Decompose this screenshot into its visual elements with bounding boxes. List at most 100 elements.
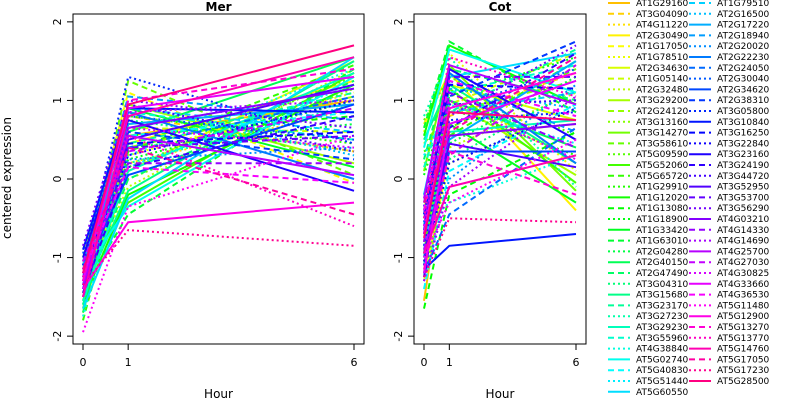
series-line-at5g17230 <box>82 229 355 286</box>
legend-label: AT3G29230 <box>636 323 689 333</box>
legend-item: AT2G22230 <box>689 53 770 63</box>
y-tick-label: 2 <box>51 18 64 25</box>
legend-item: AT3G23160 <box>689 150 770 160</box>
series-line-at4g27030 <box>82 107 355 262</box>
series-line-at4g30825 <box>82 126 355 298</box>
legend-item: AT1G18900 <box>608 215 689 225</box>
legend-item: AT2G20020 <box>689 42 770 52</box>
legend-label: AT2G38310 <box>717 96 770 106</box>
legend-label: AT2G18940 <box>717 31 770 41</box>
series-line-at3g53700 <box>82 134 355 298</box>
legend-item: AT1G33420 <box>608 226 689 236</box>
legend-item: AT5G51440 <box>608 377 689 387</box>
series-line-at5g13770 <box>82 134 355 278</box>
legend-item: AT2G34620 <box>689 85 770 95</box>
series-line-at5g40830 <box>423 103 577 290</box>
legend-item: AT5G17230 <box>689 366 770 376</box>
series-line-at5g17230 <box>423 217 577 278</box>
legend-label: AT5G17050 <box>717 355 770 365</box>
series-line-at3g29230 <box>82 71 355 302</box>
legend-item: AT2G17220 <box>689 21 770 31</box>
series-line-at1g13080 <box>423 131 577 309</box>
legend-item: AT3G15680 <box>608 291 689 301</box>
series-line-at2g18940 <box>82 95 355 262</box>
legend-item: AT3G58610 <box>608 139 689 149</box>
legend-item: AT1G29160 <box>608 0 689 9</box>
legend-label: AT5G52060 <box>636 161 689 171</box>
legend-item: AT2G47490 <box>608 269 689 279</box>
series-line-at4g30825 <box>423 98 577 227</box>
legend-item: AT4G25700 <box>689 247 770 257</box>
legend-label: AT3G22840 <box>717 139 770 149</box>
legend-item: AT3G29230 <box>608 323 689 333</box>
legend-item: AT4G11220 <box>608 21 689 31</box>
legend-item: AT5G11480 <box>689 301 770 311</box>
legend-label: AT1G17050 <box>636 42 689 52</box>
legend-item: AT4G03210 <box>689 215 770 225</box>
legend-label: AT3G56290 <box>717 204 770 214</box>
legend-item: AT4G30825 <box>689 269 769 279</box>
legend-item: AT5G52060 <box>608 161 689 171</box>
legend-label: AT3G23170 <box>636 301 689 311</box>
legend-label: AT3G04310 <box>636 280 689 290</box>
panel-cot: Cot -2 -1 0 1 2 0 1 6 Hour <box>392 0 587 400</box>
series-line-at2g32480 <box>423 91 577 165</box>
panel-title: Cot <box>489 0 512 14</box>
legend-item: AT1G79510 <box>689 0 770 9</box>
legend-label: AT3G24190 <box>717 161 770 171</box>
legend-label: AT5G11480 <box>717 301 770 311</box>
legend-label: AT4G25700 <box>717 247 770 257</box>
legend-item: AT3G56290 <box>689 204 770 214</box>
series-line-at5g13770 <box>423 55 577 219</box>
legend-label: AT3G13160 <box>636 118 689 128</box>
series-line-at5g17050 <box>82 146 355 270</box>
series-lines <box>82 44 355 333</box>
series-line-at5g14760 <box>423 154 577 254</box>
legend-item: AT5G60550 <box>608 388 689 398</box>
legend-item: AT1G78510 <box>608 53 689 63</box>
legend-item: AT5G65720 <box>608 172 689 182</box>
legend-label: AT3G58610 <box>636 139 689 149</box>
legend-label: AT3G53700 <box>717 193 770 203</box>
legend-label: AT4G33660 <box>717 280 770 290</box>
legend-label: AT5G17230 <box>717 366 770 376</box>
series-line-at5g28500 <box>82 44 355 274</box>
legend-item: AT3G10840 <box>689 118 770 128</box>
legend-item: AT4G38840 <box>608 345 689 355</box>
legend-item: AT3G29200 <box>608 96 689 106</box>
legend-label: AT2G22230 <box>717 53 770 63</box>
legend-label: AT3G15680 <box>636 291 689 301</box>
legend-label: AT5G60550 <box>636 388 689 398</box>
legend-item: AT5G12900 <box>689 312 770 322</box>
legend-label: AT2G04280 <box>636 247 689 257</box>
legend-label: AT4G30825 <box>717 269 769 279</box>
x-axis-title: Hour <box>486 387 515 400</box>
legend-item: AT5G13770 <box>689 334 770 344</box>
y-tick-label: 0 <box>51 176 64 183</box>
y-tick-label: -1 <box>51 252 64 263</box>
panel-title: Mer <box>206 0 232 14</box>
series-line-at1g79510 <box>423 91 577 250</box>
series-line-at4g33660 <box>423 79 577 274</box>
legend-item: AT3G13160 <box>608 118 689 128</box>
legend-label: AT5G13270 <box>717 323 770 333</box>
legend-label: AT3G05800 <box>717 107 770 117</box>
y-tick-label: 0 <box>392 176 405 183</box>
x-tick-label: 0 <box>421 356 428 369</box>
series-line-at3g44720 <box>423 99 577 207</box>
legend-item: AT3G05800 <box>689 107 770 117</box>
legend-label: AT5G14760 <box>717 345 770 355</box>
legend-label: AT3G14270 <box>636 129 689 139</box>
legend-item: AT3G14270 <box>608 129 689 139</box>
legend-label: AT2G30040 <box>717 75 770 85</box>
y-tick-label: -1 <box>392 252 405 263</box>
y-axis-title: centered expression <box>0 117 14 239</box>
legend-label: AT3G23160 <box>717 150 770 160</box>
panel-mer: Mer -2 -1 0 1 2 0 1 6 Hour <box>51 0 365 400</box>
series-line-at4g38840 <box>82 68 355 317</box>
legend-item: AT4G33660 <box>689 280 770 290</box>
legend-item: AT3G22840 <box>689 139 770 149</box>
series-line-at5g09590 <box>82 75 355 294</box>
legend-label: AT5G13770 <box>717 334 770 344</box>
legend-label: AT2G40150 <box>636 258 689 268</box>
